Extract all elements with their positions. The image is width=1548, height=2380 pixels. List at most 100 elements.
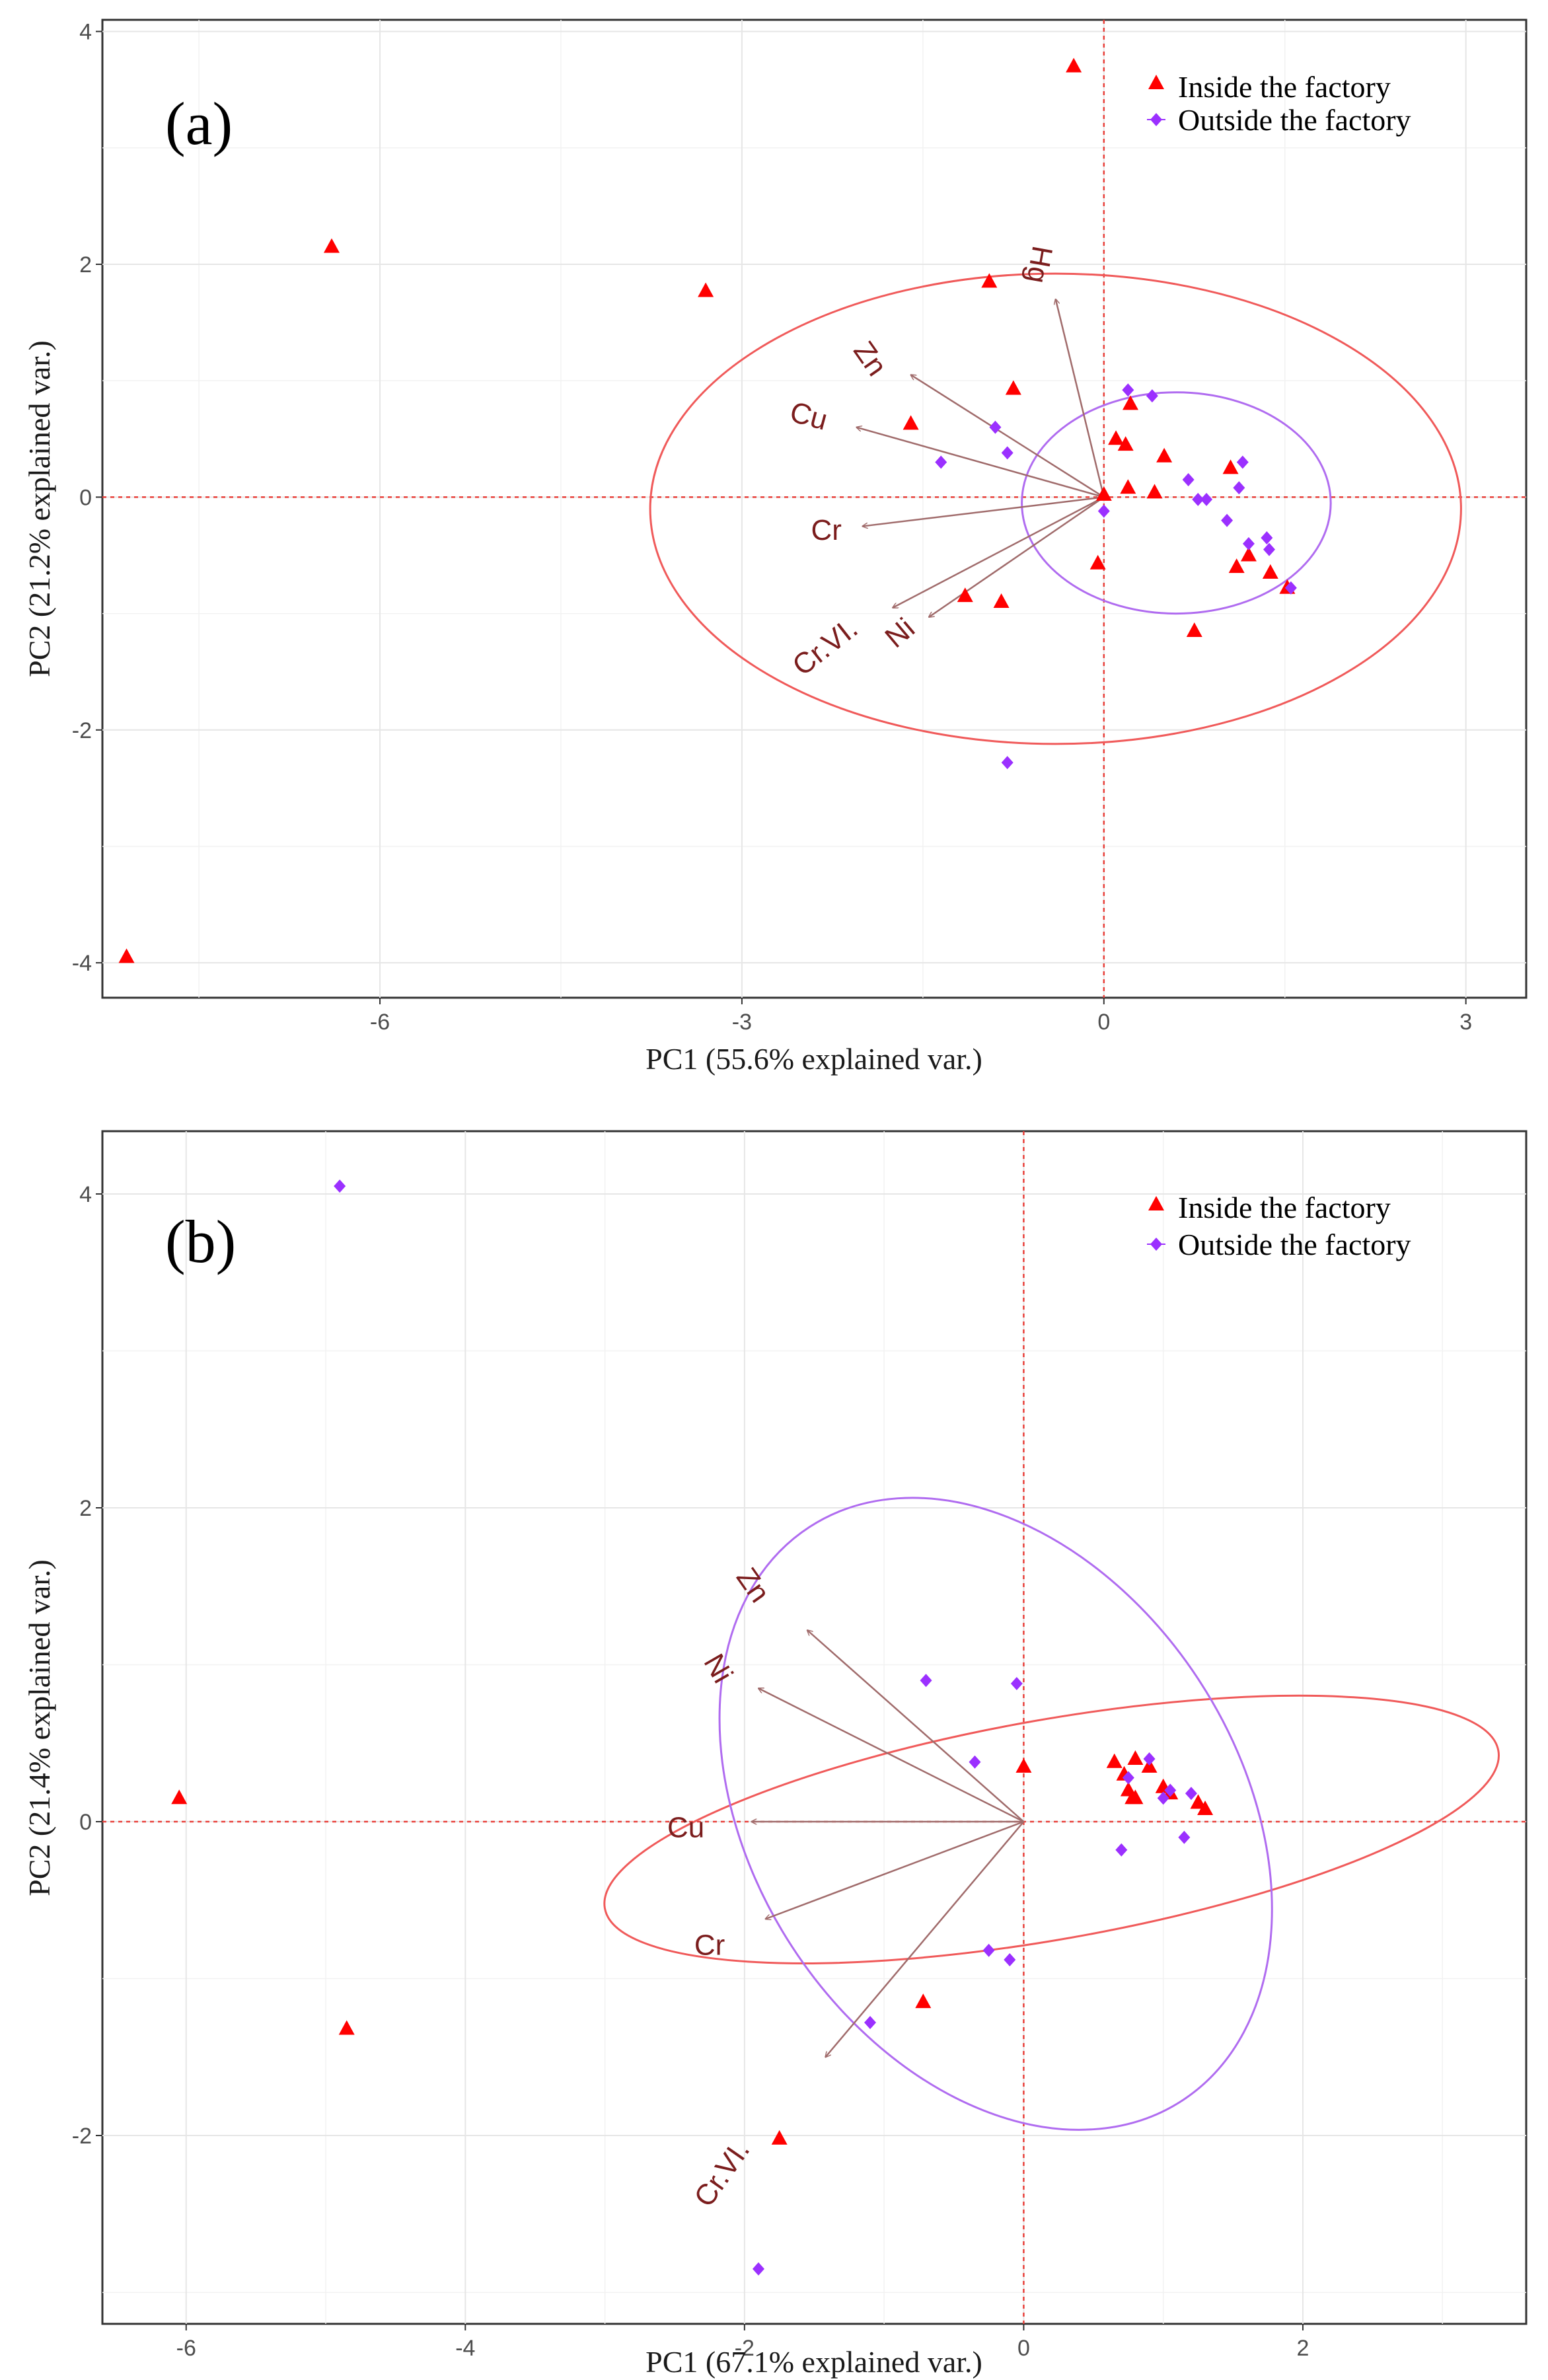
point-inside <box>171 1789 188 1804</box>
point-inside <box>1122 395 1138 410</box>
point-inside <box>1262 564 1278 579</box>
x-tick-label: -6 <box>370 1010 390 1035</box>
loading-label-cr: Cr <box>694 1929 725 1962</box>
panel-label: (a) <box>165 90 233 157</box>
y-axis-title: PC2 (21.4% explained var.) <box>22 1559 56 1896</box>
x-axis-title: PC1 (55.6% explained var.) <box>645 1042 982 1076</box>
point-outside <box>1001 756 1014 770</box>
point-outside <box>1221 513 1234 527</box>
y-tick-label: 0 <box>79 1810 92 1835</box>
legend: Inside the factory Outside the factory <box>1147 1191 1411 1261</box>
point-outside <box>1010 1677 1023 1690</box>
loading-arrow-hg <box>1056 299 1105 498</box>
x-tick-label: -6 <box>176 2336 196 2361</box>
point-inside <box>993 593 1010 608</box>
point-outside <box>1261 531 1273 545</box>
point-inside <box>1106 1753 1123 1768</box>
point-outside <box>1143 1752 1156 1766</box>
x-tick-label: 3 <box>1459 1010 1472 1035</box>
point-inside <box>1120 479 1136 494</box>
loading-arrows <box>751 1630 1025 2057</box>
point-inside <box>1066 57 1082 73</box>
legend-label-inside: Inside the factory <box>1178 70 1391 104</box>
legend: Inside the factory Outside the factory <box>1147 70 1411 137</box>
loading-label-hg: Hg <box>1020 244 1058 286</box>
point-outside <box>1122 1771 1134 1785</box>
point-outside <box>1004 1953 1016 1966</box>
point-outside <box>1146 389 1158 403</box>
point-outside <box>1097 504 1110 518</box>
point-inside <box>1228 558 1245 574</box>
point-inside <box>915 1993 932 2009</box>
point-inside <box>1005 380 1021 395</box>
point-inside <box>1190 1794 1206 1809</box>
panel-label: (b) <box>165 1208 236 1275</box>
point-outside <box>1185 1787 1197 1801</box>
y-tick-label: -2 <box>72 718 92 743</box>
point-inside <box>323 238 340 253</box>
y-tick-labels: -2 0 2 4 <box>72 1182 102 2149</box>
loading-arrow-crvi <box>825 1821 1025 2057</box>
legend-label-outside: Outside the factory <box>1178 103 1411 137</box>
loading-label-cu: Cu <box>667 1812 704 1844</box>
legend-triangle-icon <box>1148 75 1164 89</box>
y-axis-title: PC2 (21.2% explained var.) <box>22 340 56 677</box>
y-tick-labels: -4 -2 0 2 4 <box>72 20 102 976</box>
x-tick-label: 0 <box>1097 1010 1110 1035</box>
point-outside <box>752 2262 764 2276</box>
y-tick-label: -2 <box>72 2124 92 2149</box>
point-outside <box>1242 537 1255 550</box>
point-outside <box>1263 542 1276 556</box>
point-inside <box>338 2020 355 2035</box>
reference-lines <box>102 1131 1526 2324</box>
point-outside <box>1192 492 1204 506</box>
point-inside <box>903 415 919 430</box>
ellipse-outside <box>1021 391 1332 615</box>
confidence-ellipses <box>603 1497 1500 2131</box>
y-tick-label: 4 <box>79 1182 92 1207</box>
point-outside <box>969 1755 981 1769</box>
point-inside <box>957 587 973 603</box>
point-outside <box>1236 455 1249 469</box>
loading-arrow-cr <box>766 1820 1024 1919</box>
ellipse-outside <box>718 1497 1273 2131</box>
point-inside <box>1222 459 1239 474</box>
point-outside <box>1284 581 1297 595</box>
x-tick-labels: -6 -4 -2 0 2 <box>176 2324 1309 2361</box>
loading-arrow-zn <box>911 375 1105 498</box>
y-tick-label: -4 <box>72 951 92 976</box>
loading-arrow-zn <box>807 1630 1025 1822</box>
loading-arrow-crvi <box>893 496 1105 607</box>
y-tick-label: 2 <box>79 252 92 278</box>
point-inside <box>118 948 135 963</box>
x-tick-label: -4 <box>455 2336 475 2361</box>
point-inside <box>698 282 714 297</box>
point-outside <box>1122 383 1134 397</box>
x-tick-label: 0 <box>1017 2336 1030 2361</box>
point-inside <box>1108 430 1124 445</box>
loading-arrow-ni <box>758 1688 1024 1823</box>
legend-triangle-icon <box>1148 1196 1164 1210</box>
point-outside <box>982 1943 995 1957</box>
y-tick-label: 0 <box>79 485 92 510</box>
point-inside <box>1240 546 1257 562</box>
point-inside <box>1089 554 1106 570</box>
point-inside <box>1117 436 1134 451</box>
y-tick-label: 2 <box>79 1496 92 1521</box>
loading-arrow-ni <box>929 496 1105 616</box>
loading-arrow-cu <box>856 428 1105 498</box>
ellipse-inside <box>603 1694 1500 1964</box>
legend-label-outside: Outside the factory <box>1178 1228 1411 1261</box>
y-tick-label: 4 <box>79 20 92 45</box>
point-inside <box>1015 1758 1032 1773</box>
x-tick-label: -3 <box>732 1010 752 1035</box>
point-outside <box>864 2016 877 2029</box>
loading-label-cr: Cr <box>811 514 842 546</box>
point-inside <box>1127 1750 1144 1765</box>
x-tick-label: -2 <box>735 2336 755 2361</box>
point-inside <box>1095 486 1112 501</box>
point-outside <box>935 455 947 469</box>
point-inside <box>1197 1801 1214 1815</box>
score-points <box>171 1179 1214 2276</box>
